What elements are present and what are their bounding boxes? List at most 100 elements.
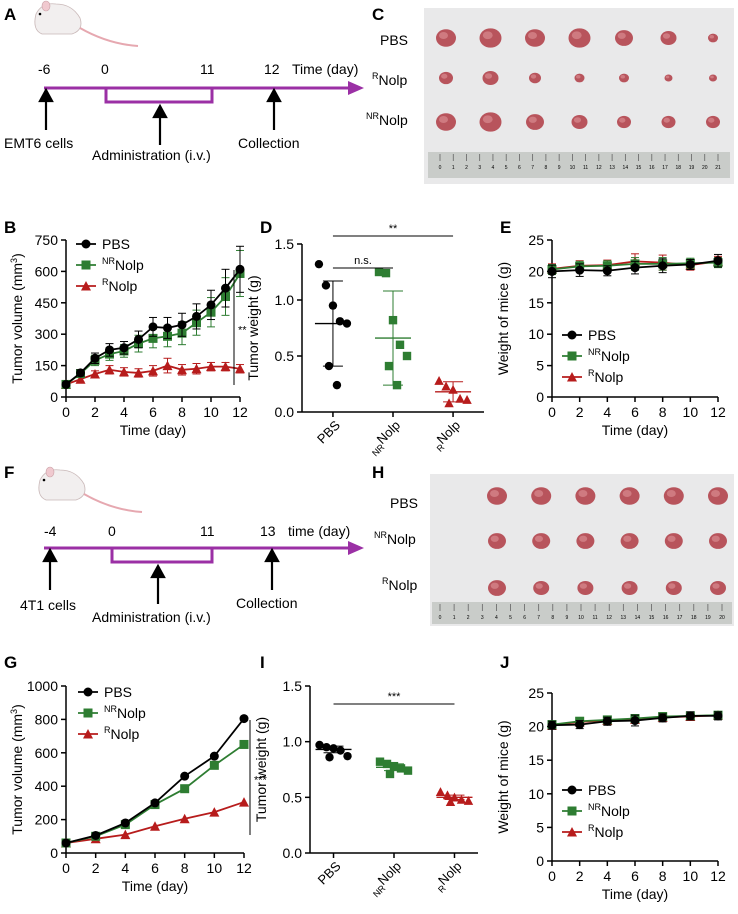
y-tick-label: 0.0 bbox=[283, 845, 303, 861]
triangle-marker bbox=[209, 807, 220, 817]
timeline-f: -4 0 11 13 time (day) 4T1 cells Administ… bbox=[20, 523, 364, 625]
circle-marker bbox=[322, 743, 331, 752]
group-label: NRNolp bbox=[364, 418, 405, 459]
tumor-highlight bbox=[490, 490, 499, 497]
triangle-marker bbox=[435, 787, 446, 796]
event-label: Administration (i.v.) bbox=[92, 609, 211, 625]
y-tick-label: 20 bbox=[528, 719, 544, 735]
ruler-number: 8 bbox=[551, 615, 554, 621]
circle-marker bbox=[148, 322, 158, 332]
tumor-highlight bbox=[439, 116, 448, 123]
tumor-highlight bbox=[482, 115, 493, 124]
triangle-marker bbox=[463, 795, 474, 805]
group-label: RNolp bbox=[429, 418, 465, 454]
circle-marker bbox=[567, 785, 577, 795]
y-tick-label: 1.5 bbox=[275, 236, 295, 252]
triangle-marker bbox=[148, 365, 158, 376]
triangle-marker bbox=[120, 829, 131, 840]
x-tick-label: 8 bbox=[659, 868, 667, 884]
y-axis-label: Tumor volume (mm3) bbox=[9, 253, 25, 384]
tumor-highlight bbox=[663, 117, 670, 123]
panel-letter-b: B bbox=[4, 218, 16, 237]
y-tick-label: 750 bbox=[35, 232, 59, 248]
square-marker bbox=[148, 333, 158, 343]
panel-letter-d: D bbox=[260, 218, 272, 237]
ruler-number: 2 bbox=[467, 615, 470, 621]
x-tick-label: 8 bbox=[659, 404, 667, 420]
x-tick-label: 10 bbox=[207, 860, 223, 876]
tumor-highlight bbox=[482, 31, 493, 40]
timeline-axis-label: Time (day) bbox=[292, 61, 358, 77]
circle-marker bbox=[575, 265, 585, 275]
y-tick-label: 5 bbox=[536, 819, 544, 835]
timeline-tick: -6 bbox=[38, 61, 51, 77]
x-tick-label: 0 bbox=[548, 404, 556, 420]
square-marker bbox=[209, 760, 219, 770]
circle-marker bbox=[61, 838, 71, 848]
circle-marker bbox=[658, 261, 668, 271]
triangle-marker bbox=[119, 366, 129, 377]
ruler-number: 17 bbox=[662, 165, 668, 171]
y-tick-label: 10 bbox=[528, 786, 544, 802]
y-tick-label: 25 bbox=[528, 685, 544, 701]
tumor-highlight bbox=[708, 117, 715, 123]
significance-label: ** bbox=[238, 325, 247, 337]
x-tick-label: 4 bbox=[603, 868, 611, 884]
square-marker bbox=[374, 267, 384, 277]
legend-label: NRNolp bbox=[588, 347, 630, 364]
tumor-highlight bbox=[617, 32, 626, 39]
treatment-bracket bbox=[110, 548, 214, 564]
tumor-highlight bbox=[441, 73, 448, 79]
timeline-tick: -4 bbox=[44, 523, 57, 539]
tumor-highlight bbox=[579, 583, 588, 589]
triangle-marker bbox=[83, 729, 93, 739]
circle-marker bbox=[567, 330, 577, 340]
photo-row-label: RNolp bbox=[372, 71, 408, 88]
circle-marker bbox=[120, 818, 130, 828]
x-tick-label: 6 bbox=[631, 868, 639, 884]
circle-marker bbox=[91, 830, 101, 840]
square-marker bbox=[381, 268, 391, 278]
circle-marker bbox=[602, 266, 612, 276]
tumor-highlight bbox=[571, 31, 582, 40]
square-marker bbox=[239, 739, 249, 749]
x-tick-label: 4 bbox=[121, 860, 129, 876]
triangle-marker bbox=[462, 394, 472, 404]
ruler-number: 15 bbox=[649, 615, 655, 621]
ruler-number: 10 bbox=[570, 165, 576, 171]
square-marker bbox=[375, 757, 385, 766]
ruler-number: 8 bbox=[545, 165, 548, 171]
timeline-tick: 0 bbox=[108, 523, 116, 539]
ruler-number: 12 bbox=[606, 615, 612, 621]
ruler-number: 6 bbox=[518, 165, 521, 171]
triangle-marker bbox=[179, 813, 190, 824]
x-axis-label: Time (day) bbox=[602, 886, 668, 902]
y-tick-label: 600 bbox=[35, 745, 59, 761]
y-tick-label: 300 bbox=[35, 326, 59, 342]
tumor-highlight bbox=[624, 583, 632, 589]
triangle-marker bbox=[434, 375, 444, 385]
ruler-number: 18 bbox=[676, 165, 682, 171]
circle-marker bbox=[221, 283, 230, 293]
ruler-number: 4 bbox=[492, 165, 495, 171]
legend-label: PBS bbox=[104, 684, 132, 700]
triangle-marker bbox=[81, 281, 91, 291]
circle-marker bbox=[325, 753, 334, 762]
photo-row-label: RNolp bbox=[382, 576, 418, 593]
legend-label: RNolp bbox=[102, 277, 138, 294]
circle-marker bbox=[630, 716, 640, 726]
ruler-number: 5 bbox=[509, 615, 512, 621]
y-tick-label: 400 bbox=[35, 778, 59, 794]
legend-label: PBS bbox=[102, 236, 130, 252]
triangle-marker bbox=[220, 361, 231, 372]
x-tick-label: 6 bbox=[149, 404, 157, 420]
ruler-number: 11 bbox=[592, 615, 597, 621]
circle-marker bbox=[83, 687, 93, 697]
ruler-number: 17 bbox=[677, 615, 683, 621]
tumor-highlight bbox=[528, 32, 537, 39]
square-marker bbox=[389, 761, 399, 771]
circle-marker bbox=[61, 379, 71, 389]
ruler-number: 6 bbox=[523, 615, 526, 621]
timeline-tick: 11 bbox=[200, 61, 215, 77]
